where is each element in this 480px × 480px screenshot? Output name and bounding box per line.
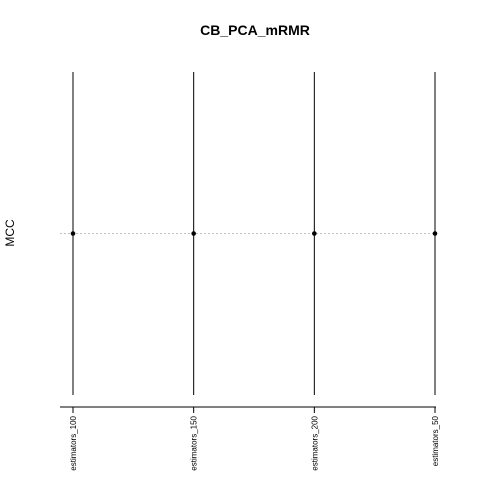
x-tick-label-2: estimators_200 xyxy=(310,415,319,470)
data-point-1 xyxy=(191,231,196,236)
data-point-2 xyxy=(312,231,317,236)
x-tick-label-1: estimators_150 xyxy=(190,415,199,470)
y-axis-label: MCC xyxy=(3,219,17,247)
x-tick-label-0: estimators_100 xyxy=(69,415,78,470)
chart-marks: estimators_100 estimators_150 estimators_2… xyxy=(60,72,440,471)
data-point-3 xyxy=(432,231,438,236)
chart-title: CB_PCA_mRMR xyxy=(200,22,310,38)
x-tick-label-3: estimators_50 xyxy=(431,415,440,466)
data-point-0 xyxy=(70,231,76,236)
